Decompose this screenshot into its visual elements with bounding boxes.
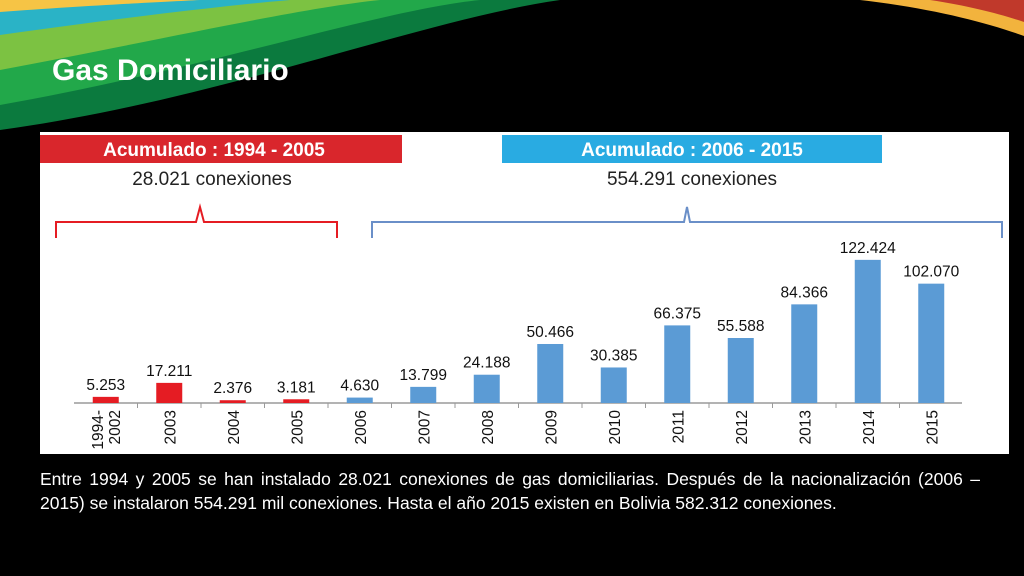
bar-chart: Acumulado : 1994 - 2005 28.021 conexione… bbox=[40, 132, 1009, 454]
x-tick-label-2003: 2003 bbox=[162, 410, 179, 444]
x-tick-label-2005: 2005 bbox=[289, 410, 306, 444]
group-1-subtitle: 28.021 conexiones bbox=[132, 169, 292, 190]
value-label-2003: 17.211 bbox=[146, 363, 192, 380]
chart-panel: Acumulado : 1994 - 2005 28.021 conexione… bbox=[40, 132, 1009, 454]
group-2-brace bbox=[371, 206, 1003, 238]
group-2-title: Acumulado : 2006 - 2015 bbox=[581, 140, 803, 161]
bar-2012 bbox=[727, 338, 754, 403]
bar-2003 bbox=[156, 382, 183, 403]
group-1-header: Acumulado : 1994 - 2005 28.021 conexione… bbox=[40, 135, 402, 238]
x-tick-label-2009: 2009 bbox=[543, 410, 560, 444]
group-2-subtitle: 554.291 conexiones bbox=[607, 169, 777, 190]
bar-2011 bbox=[664, 325, 691, 403]
x-tick-label-2008: 2008 bbox=[480, 410, 497, 444]
decorative-header-stripes bbox=[0, 0, 1024, 130]
x-tick-label-2011: 2011 bbox=[670, 410, 687, 443]
x-tick-label-2010: 2010 bbox=[607, 410, 624, 445]
bar-2004 bbox=[219, 400, 246, 403]
value-label-1994-2002: 5.253 bbox=[86, 377, 125, 394]
value-label-2012: 55.588 bbox=[717, 318, 764, 335]
value-label-2008: 24.188 bbox=[463, 355, 510, 372]
slide-title: Gas Domiciliario bbox=[52, 54, 289, 87]
value-label-2014: 122.424 bbox=[840, 240, 896, 257]
group-2-banner bbox=[502, 135, 882, 163]
value-label-2007: 13.799 bbox=[400, 367, 447, 384]
x-tick-label-2006: 2006 bbox=[353, 410, 370, 444]
bar-2015 bbox=[918, 283, 945, 403]
bar-2007 bbox=[410, 386, 437, 403]
value-label-2015: 102.070 bbox=[903, 264, 959, 281]
group-2-header: Acumulado : 2006 - 2015 554.291 conexion… bbox=[371, 135, 1003, 238]
x-tick-label-2012: 2012 bbox=[734, 410, 751, 444]
x-tick-label-2014: 2014 bbox=[861, 410, 878, 445]
bar-2010 bbox=[600, 367, 627, 403]
x-tick-label-2004: 2004 bbox=[226, 410, 243, 445]
group-1-brace bbox=[55, 203, 338, 238]
value-label-2004: 2.376 bbox=[213, 380, 252, 397]
chart-marks: 5.253 1994-2002 17.211 2003 2.376 2004 3.181 20… bbox=[86, 240, 959, 450]
group-1-title: Acumulado : 1994 - 2005 bbox=[103, 140, 325, 161]
x-tick-label-2007: 2007 bbox=[416, 410, 433, 444]
value-label-2013: 84.366 bbox=[781, 284, 828, 301]
bar-2013 bbox=[791, 304, 818, 403]
value-label-2005: 3.181 bbox=[277, 379, 316, 396]
x-tick-label-2013: 2013 bbox=[797, 410, 814, 444]
bar-2005 bbox=[283, 399, 310, 403]
value-label-2010: 30.385 bbox=[590, 347, 637, 364]
chart-background bbox=[40, 132, 1009, 454]
bar-2009 bbox=[537, 343, 564, 403]
value-label-2011: 66.375 bbox=[654, 305, 701, 322]
bar-2014 bbox=[854, 259, 881, 403]
value-label-2009: 50.466 bbox=[527, 324, 574, 341]
summary-paragraph: Entre 1994 y 2005 se han instalado 28.02… bbox=[40, 469, 980, 513]
bar-2008 bbox=[473, 374, 500, 403]
value-label-2006: 4.630 bbox=[340, 378, 379, 395]
bar-1994-2002 bbox=[92, 396, 119, 403]
x-tick-label-1994-2002: 1994-2002 bbox=[90, 410, 124, 450]
group-1-banner bbox=[40, 135, 402, 163]
x-tick-label-2015: 2015 bbox=[924, 410, 941, 444]
bar-2006 bbox=[346, 397, 373, 403]
